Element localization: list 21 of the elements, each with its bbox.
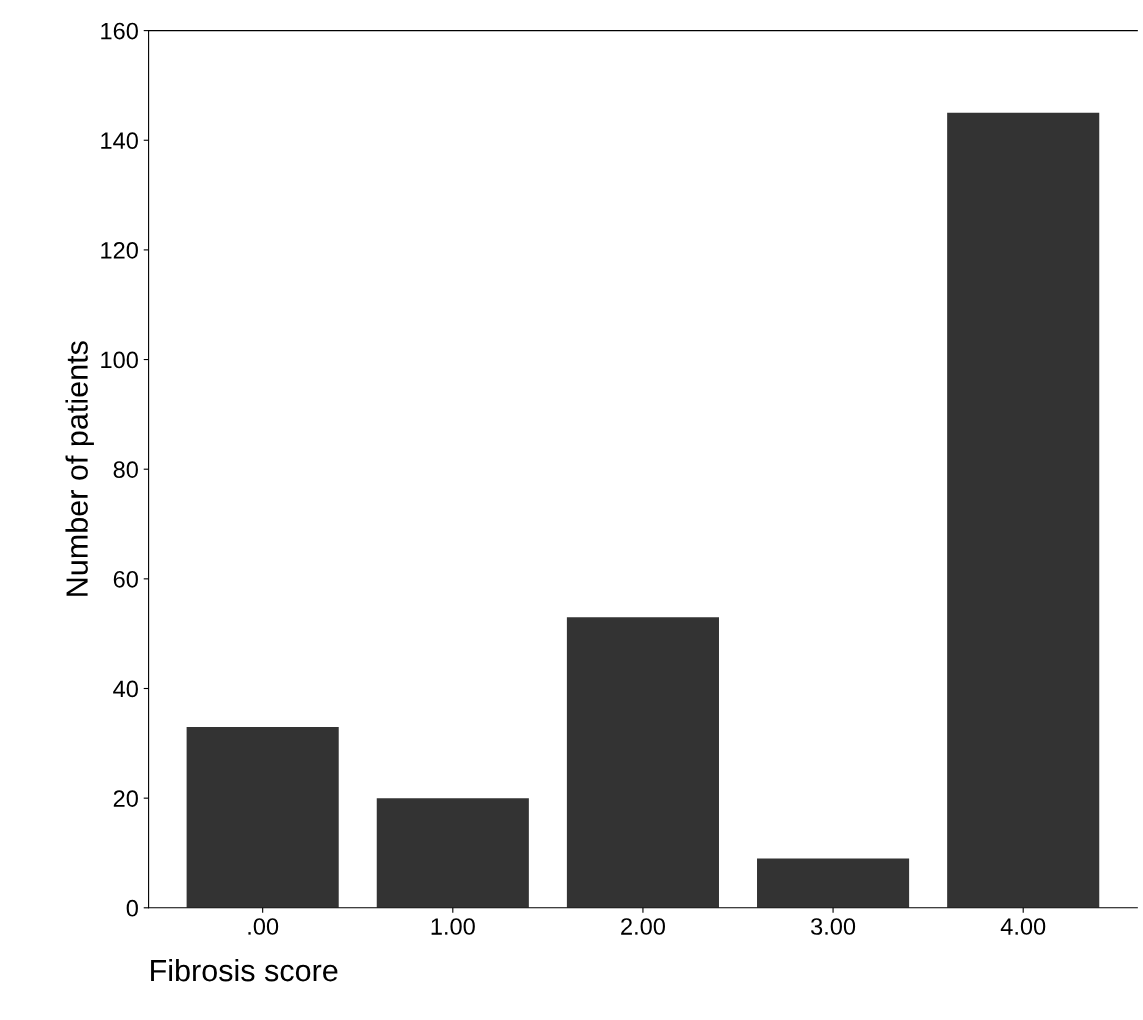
y-axis-title: Number of patients xyxy=(65,341,94,596)
bar xyxy=(186,726,339,908)
y-tick-label: 20 xyxy=(113,790,138,807)
y-tick-label: 0 xyxy=(126,899,138,917)
x-axis-title: Fibrosis score xyxy=(151,958,338,982)
x-tick-label: 1.00 xyxy=(431,918,475,935)
x-tick-label: 2.00 xyxy=(621,918,665,935)
bar xyxy=(947,112,1100,908)
x-tick-label: .00 xyxy=(248,918,279,935)
y-tick-label: 40 xyxy=(113,680,138,698)
bar xyxy=(566,617,719,908)
x-tick-label: 4.00 xyxy=(1000,918,1046,935)
bar xyxy=(757,858,910,908)
y-tick-label: 100 xyxy=(101,351,138,369)
x-tick-label: 3.00 xyxy=(811,918,856,935)
y-tick-label: 140 xyxy=(101,132,138,150)
bar xyxy=(376,798,529,908)
y-tick-label: 160 xyxy=(101,22,138,40)
y-tick-label: 120 xyxy=(101,241,138,259)
y-tick-label: 60 xyxy=(113,570,138,588)
y-tick-label: 80 xyxy=(113,461,138,478)
